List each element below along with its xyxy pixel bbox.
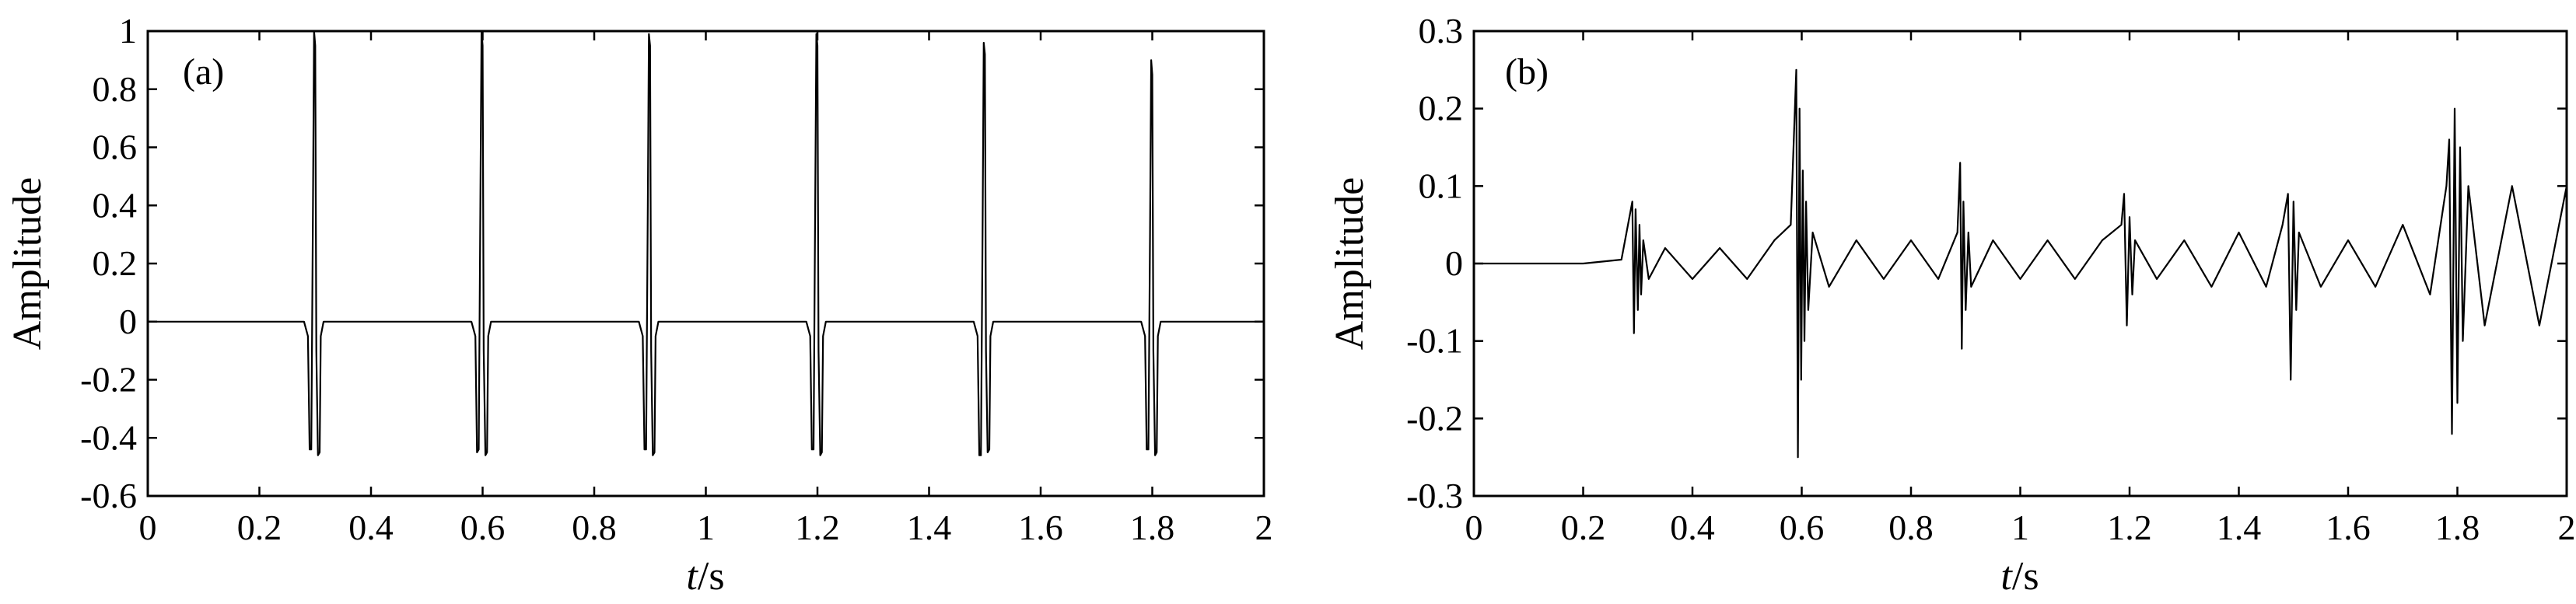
y-tick-label-a-3: 0 bbox=[119, 302, 137, 341]
y-tick-label-a-7: 0.8 bbox=[93, 69, 138, 109]
x-tick-label-a-4: 0.8 bbox=[572, 508, 617, 547]
x-tick-label-b-3: 0.6 bbox=[1780, 508, 1825, 547]
x-tick-label-b-0: 0 bbox=[1465, 508, 1483, 547]
x-axis-label-a: t/s bbox=[686, 554, 724, 599]
y-tick-label-a-5: 0.4 bbox=[93, 185, 138, 225]
x-tick-label-a-6: 1.2 bbox=[795, 508, 840, 547]
x-axis-label-b-unit: /s bbox=[2012, 554, 2039, 599]
x-tick-label-a-10: 2 bbox=[1255, 508, 1273, 547]
y-axis-label-b: Amplitude bbox=[1328, 177, 1372, 350]
x-tick-label-b-1: 0.2 bbox=[1561, 508, 1606, 547]
x-axis-label-b-var: t bbox=[2000, 554, 2013, 599]
plot-frame-b bbox=[1472, 30, 2568, 498]
x-axis-label-a-unit: /s bbox=[698, 554, 725, 599]
panel-label-b: (b) bbox=[1505, 51, 1549, 93]
x-tick-label-b-10: 2 bbox=[2558, 508, 2576, 547]
x-axis-label-a-var: t bbox=[686, 554, 698, 599]
y-tick-label-b-2: -0.1 bbox=[1406, 321, 1463, 361]
y-tick-label-b-6: 0.3 bbox=[1419, 11, 1464, 51]
y-tick-label-a-6: 0.6 bbox=[93, 127, 138, 167]
y-tick-label-a-4: 0.2 bbox=[93, 243, 138, 283]
x-tick-label-a-5: 1 bbox=[697, 508, 715, 547]
series-group-a bbox=[148, 30, 1264, 456]
x-axis-label-b: t/s bbox=[2000, 554, 2039, 599]
x-tick-label-b-5: 1 bbox=[2011, 508, 2029, 547]
x-tick-label-b-4: 0.8 bbox=[1888, 508, 1934, 547]
y-tick-label-b-0: -0.3 bbox=[1406, 476, 1463, 515]
x-tick-label-b-9: 1.8 bbox=[2435, 508, 2480, 547]
chart-panel-b: 0 0.2 0.4 0.6 0.8 1 1.2 1.4 1.6 1.8 2 -0.3 -0.2 -0.1 0… bbox=[1328, 11, 2576, 599]
x-tick-label-a-0: 0 bbox=[139, 508, 157, 547]
y-tick-label-a-0: -0.6 bbox=[80, 476, 137, 515]
x-tick-label-a-7: 1.4 bbox=[907, 508, 952, 547]
series-line-a-0 bbox=[148, 30, 1264, 456]
ticks-b bbox=[1472, 30, 2568, 498]
x-tick-label-b-7: 1.4 bbox=[2217, 508, 2262, 547]
series-group-b bbox=[1474, 68, 2568, 459]
y-tick-label-b-1: -0.2 bbox=[1406, 398, 1463, 438]
chart-panel-a: 0 0.2 0.4 0.6 0.8 1 1.2 1.4 1.6 1.8 2 -0.6 -0.4 -0.2 0… bbox=[5, 11, 1273, 599]
ticks-a bbox=[146, 30, 1265, 498]
panel-label-a: (a) bbox=[183, 51, 224, 93]
x-tick-label-b-8: 1.6 bbox=[2326, 508, 2371, 547]
x-tick-label-a-3: 0.6 bbox=[460, 508, 506, 547]
tick-labels-a: 0 0.2 0.4 0.6 0.8 1 1.2 1.4 1.6 1.8 2 -0.6 -0.4 -0.2 0… bbox=[80, 11, 1272, 547]
y-tick-label-b-5: 0.2 bbox=[1419, 89, 1464, 128]
y-tick-label-a-2: -0.2 bbox=[80, 360, 137, 400]
x-tick-label-b-6: 1.2 bbox=[2107, 508, 2152, 547]
y-axis-label-a: Amplitude bbox=[5, 177, 50, 350]
y-tick-label-a-8: 1 bbox=[119, 11, 137, 51]
y-tick-label-a-1: -0.4 bbox=[80, 417, 137, 457]
x-tick-label-b-2: 0.4 bbox=[1670, 508, 1715, 547]
tick-labels-b: 0 0.2 0.4 0.6 0.8 1 1.2 1.4 1.6 1.8 2 -0.3 -0.2 -0.1 0… bbox=[1406, 11, 2575, 547]
x-tick-label-a-1: 0.2 bbox=[237, 508, 282, 547]
series-line-b-0 bbox=[1474, 68, 2568, 459]
y-tick-label-b-3: 0 bbox=[1445, 243, 1463, 283]
y-tick-label-b-4: 0.1 bbox=[1419, 166, 1464, 205]
x-tick-label-a-2: 0.4 bbox=[348, 508, 394, 547]
x-tick-label-a-9: 1.8 bbox=[1130, 508, 1175, 547]
x-tick-label-a-8: 1.6 bbox=[1018, 508, 1063, 547]
